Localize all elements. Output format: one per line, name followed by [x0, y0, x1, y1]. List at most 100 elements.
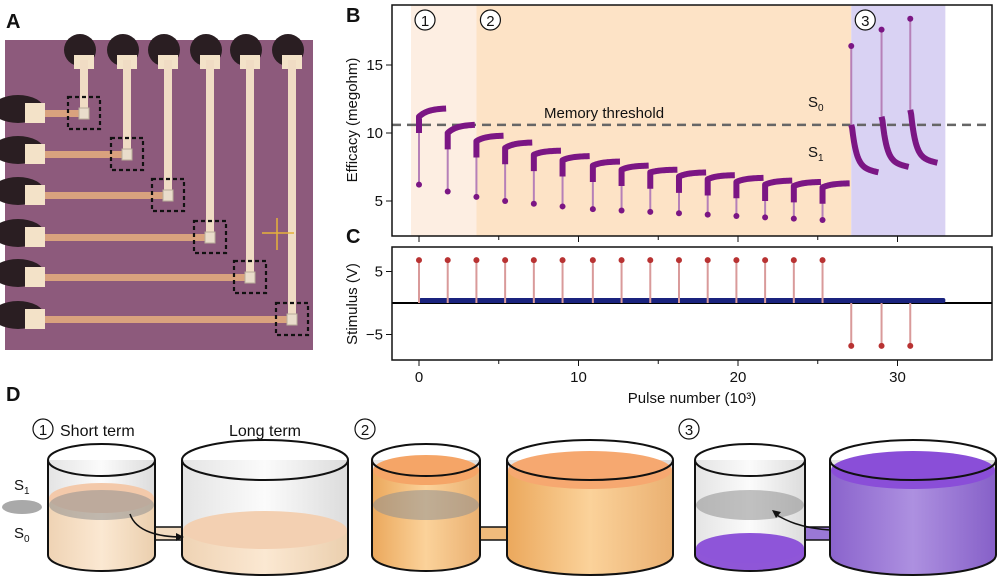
long-term-reservoir-2: [506, 439, 674, 576]
positive-pulse-point: [647, 257, 654, 264]
pulse-low-point: [819, 217, 826, 224]
efficacy-segment: [675, 169, 708, 193]
efficacy-segment: [647, 166, 680, 189]
vertical-electrode: [288, 60, 296, 319]
cylinder-outline: [829, 460, 997, 576]
efficacy-segment: [819, 180, 852, 204]
region-3-shading: [851, 5, 946, 236]
pulse-low-point: [618, 207, 625, 214]
positive-pulse-point: [416, 257, 422, 264]
arrowhead: [176, 533, 184, 541]
positive-pulse-point: [733, 257, 740, 264]
diagram-s0-label: S0: [14, 525, 30, 545]
y-axis-title-b: Efficacy (megohm): [344, 58, 361, 183]
x-axis-title: Pulse number (10³): [628, 390, 756, 407]
region-3-label: 3: [861, 13, 869, 30]
stage-3-marker: 3: [678, 418, 700, 440]
cylinder-outline: [181, 460, 349, 576]
liquid-body: [507, 470, 673, 575]
region-2-marker: [479, 9, 502, 31]
vertical-electrode: [123, 60, 131, 154]
region-1-label: 1: [421, 13, 429, 30]
vertical-electrode: [246, 60, 254, 277]
svg-text:3: 3: [685, 422, 693, 439]
junction: [244, 271, 256, 284]
plot-frame-c: [391, 246, 993, 361]
panel-label-c: C: [346, 226, 360, 248]
efficacy-segment: [733, 174, 766, 199]
panel-label-a: A: [6, 11, 20, 33]
junction: [286, 313, 298, 326]
flow-arrow: [129, 513, 183, 538]
region-2-shading: [476, 5, 852, 236]
positive-pulse-point: [762, 257, 769, 264]
junction: [162, 189, 174, 202]
liquid-surface: [508, 451, 672, 489]
x-tick-label: 20: [730, 369, 747, 386]
efficacy-segment: [589, 158, 622, 182]
threshold-legend-disk: [2, 500, 42, 514]
pulse-spike-point: [848, 42, 855, 49]
liquid-surface: [696, 533, 804, 563]
positive-pulse-point: [473, 257, 480, 264]
y-tick-label-b: 10: [366, 125, 383, 142]
efficacy-decay-segment: [878, 115, 911, 170]
liquid-surface: [831, 451, 995, 489]
positive-pulse-point: [502, 257, 509, 264]
device-highlight-box: [192, 219, 228, 255]
reservoir-diagram: [2, 439, 997, 576]
plot-frame-b: [391, 4, 993, 237]
region-2-label: 2: [486, 13, 494, 30]
vertical-electrode: [164, 60, 172, 195]
threshold-disk: [373, 490, 479, 520]
threshold-disk: [696, 490, 804, 520]
x-tick-label: 0: [415, 369, 423, 386]
svg-text:2: 2: [361, 422, 369, 439]
left-pad: [25, 144, 45, 164]
positive-pulse-point: [790, 257, 797, 264]
memory-threshold-label: Memory threshold: [544, 105, 664, 122]
device-highlight-box: [66, 95, 102, 131]
device-highlight-box: [109, 136, 145, 172]
left-pad: [25, 103, 45, 123]
efficacy-segment: [444, 121, 477, 150]
horizontal-electrode: [45, 110, 84, 117]
positive-pulse-point: [530, 257, 537, 264]
read-pulse-baseline: [419, 298, 946, 303]
horizontal-electrode: [45, 234, 210, 241]
efficacy-segment: [473, 132, 506, 158]
region-3-marker: [854, 9, 876, 31]
negative-pulse-point: [907, 342, 914, 349]
device-highlight-box: [274, 301, 310, 337]
pulse-low-point: [733, 212, 740, 219]
pulse-low-point: [762, 214, 769, 221]
liquid-surface: [183, 511, 347, 549]
connector-pipe: [478, 527, 509, 540]
arrowhead: [772, 510, 781, 518]
long-term-label: Long term: [229, 423, 301, 440]
left-pad: [25, 309, 45, 329]
short-term-reservoir-2: [371, 443, 481, 572]
pulse-spike-point: [907, 15, 914, 22]
pulse-low-point: [589, 206, 596, 213]
left-pad: [25, 185, 45, 205]
liquid-body: [372, 470, 480, 571]
x-tick-label: 10: [570, 369, 587, 386]
pulse-low-point: [559, 203, 566, 210]
junction: [78, 107, 90, 120]
left-pad: [25, 227, 45, 247]
stimulus-chart: −5 5 0 10 20 30: [366, 246, 993, 386]
pulse-low-point: [502, 198, 509, 204]
device-highlight-box: [150, 177, 186, 213]
pulse-low-point: [530, 200, 537, 207]
pulse-low-point: [444, 188, 451, 195]
efficacy-segment: [502, 139, 534, 165]
short-term-reservoir-1: [47, 443, 156, 572]
liquid-body: [830, 470, 996, 575]
positive-pulse-point: [559, 257, 566, 264]
vertical-electrode: [80, 60, 88, 113]
liquid-surface: [373, 455, 479, 485]
long-term-reservoir-3: [829, 439, 997, 576]
efficacy-segment: [618, 162, 651, 187]
cylinder-outline: [694, 460, 806, 572]
